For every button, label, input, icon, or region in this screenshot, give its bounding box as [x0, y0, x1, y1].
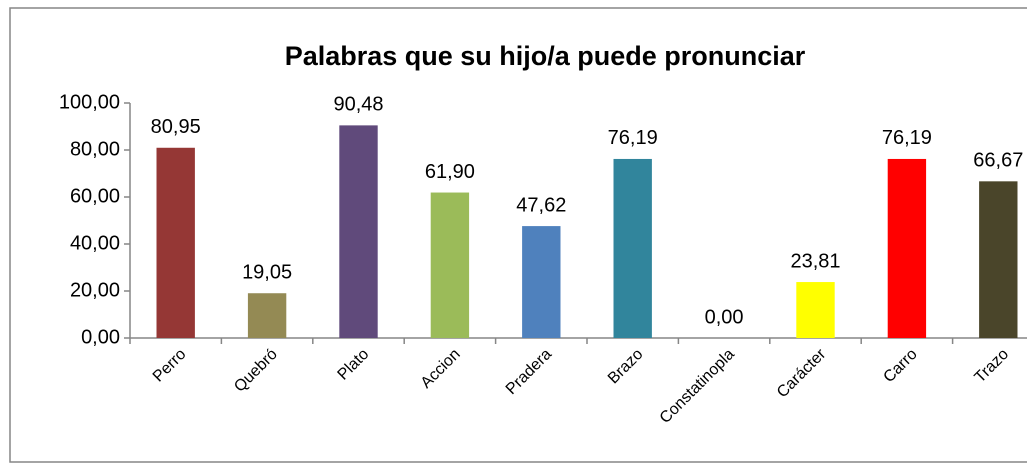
bar [613, 158, 652, 338]
bar [887, 158, 927, 338]
value-label: 23,81 [790, 250, 840, 272]
value-label: 0,00 [705, 306, 744, 328]
value-label: 61,90 [425, 161, 475, 183]
y-tick-label: 80,00 [70, 138, 120, 160]
y-tick-label: 40,00 [70, 232, 120, 254]
bar [979, 181, 1018, 338]
value-label: 76,19 [882, 127, 932, 149]
value-label: 76,19 [608, 127, 658, 149]
bar [156, 147, 195, 338]
bar [339, 125, 378, 338]
bar [796, 282, 835, 338]
y-tick-label: 100,00 [59, 91, 120, 113]
y-tick-label: 60,00 [70, 185, 120, 207]
chart-title: Palabras que su hijo/a puede pronunciar [285, 41, 806, 71]
bar [522, 226, 561, 338]
value-label: 47,62 [516, 194, 566, 216]
value-label: 66,67 [973, 150, 1023, 172]
bar [430, 192, 470, 338]
value-label: 19,05 [242, 262, 292, 284]
y-tick-label: 0,00 [81, 326, 120, 348]
value-label: 90,48 [333, 94, 383, 116]
value-label: 80,95 [151, 116, 201, 138]
bar [247, 293, 287, 338]
y-tick-label: 20,00 [70, 279, 120, 301]
